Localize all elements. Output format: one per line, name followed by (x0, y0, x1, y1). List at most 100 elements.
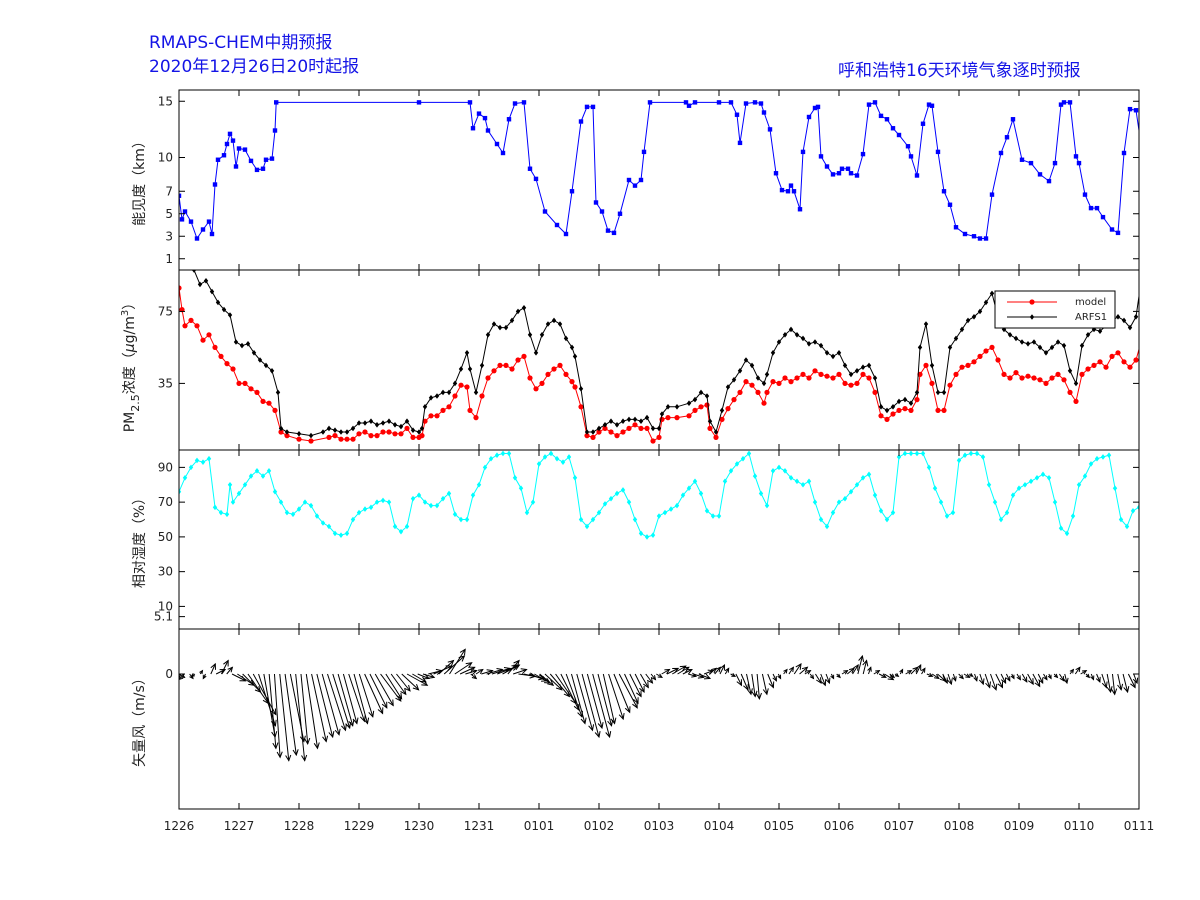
wind-arrow (1101, 673, 1107, 688)
data-point (698, 490, 704, 497)
data-point (680, 492, 686, 498)
data-point (1025, 373, 1031, 379)
data-point (503, 362, 509, 368)
data-point (485, 128, 491, 133)
wind-arrow (634, 673, 645, 693)
wind-arrow (273, 673, 281, 758)
data-point (842, 362, 848, 369)
data-point (326, 425, 332, 432)
data-point (815, 104, 821, 110)
data-point (503, 324, 509, 331)
data-point (563, 231, 569, 237)
wind-arrowhead (657, 673, 663, 678)
data-point (458, 366, 464, 372)
data-point (221, 306, 227, 313)
data-point (614, 490, 620, 497)
wind-arrowhead (777, 674, 782, 680)
y-axis-label-pm25: PM2.5浓度（μg/m3） (120, 296, 142, 433)
data-point (929, 362, 935, 369)
data-point (1173, 194, 1177, 198)
data-point (530, 499, 536, 505)
wind-arrow (465, 670, 477, 675)
data-point (650, 532, 656, 538)
x-tick-label: 1226 (164, 819, 195, 833)
data-point (404, 523, 410, 530)
wind-arrowhead (1095, 676, 1101, 683)
wind-arrowhead (471, 674, 478, 680)
data-point (248, 386, 254, 392)
wind-arrowhead (651, 675, 657, 681)
y-axis-label-wind: 矢量风（m/s） (132, 671, 148, 767)
data-point (686, 103, 692, 108)
data-point (500, 450, 506, 457)
chart-title-line1: RMAPS-CHEM中期预报 (149, 33, 333, 53)
data-point (770, 468, 776, 474)
data-point (350, 516, 356, 523)
data-point (698, 389, 704, 396)
data-point (584, 523, 590, 530)
data-point (512, 101, 518, 106)
data-point (617, 211, 623, 216)
data-point (1179, 520, 1183, 526)
wind-arrow (1064, 673, 1068, 684)
data-point (710, 513, 716, 519)
wind-arrow (549, 673, 570, 697)
data-point (977, 353, 983, 359)
data-point (866, 471, 872, 478)
data-point (692, 407, 698, 413)
wind-arrow (1021, 673, 1028, 683)
data-point (569, 344, 575, 351)
data-point (959, 364, 965, 370)
wind-arrow (857, 655, 863, 675)
data-point (515, 357, 521, 363)
x-tick-label: 0109 (1004, 819, 1035, 833)
data-point (548, 450, 554, 457)
data-point (368, 504, 374, 511)
data-point (1179, 201, 1183, 205)
data-point (452, 393, 458, 399)
wind-arrow (486, 669, 503, 675)
wind-arrow (618, 673, 638, 708)
data-point (1007, 375, 1013, 381)
data-point (890, 509, 896, 516)
data-point (1121, 150, 1127, 156)
data-point (668, 506, 674, 512)
data-point (995, 357, 1001, 363)
data-point (1073, 398, 1079, 404)
data-point (233, 164, 239, 169)
data-point (713, 434, 719, 440)
data-point (884, 407, 890, 414)
data-point (644, 534, 650, 540)
data-point (839, 166, 845, 171)
data-point (1058, 102, 1064, 107)
wind-arrowhead (973, 676, 978, 682)
data-point (539, 380, 545, 386)
data-point (518, 485, 524, 492)
data-point (788, 326, 794, 333)
data-point (938, 499, 944, 505)
data-point (704, 393, 710, 399)
wind-arrowhead (881, 673, 887, 678)
wind-arrow (1096, 673, 1101, 683)
data-point (1181, 318, 1186, 323)
wind-arrowhead (679, 665, 687, 672)
wind-arrow (295, 673, 306, 761)
data-point (641, 149, 647, 155)
data-point (824, 523, 830, 530)
data-point (632, 422, 638, 428)
data-point (908, 450, 914, 457)
data-point (746, 450, 752, 457)
data-point (572, 353, 578, 360)
data-point (482, 115, 488, 121)
wind-arrowhead (465, 662, 473, 669)
data-point (212, 182, 218, 187)
data-point (446, 389, 452, 396)
wind-arrowhead (928, 672, 934, 677)
data-point (1145, 339, 1150, 344)
data-point (884, 416, 890, 422)
data-point (659, 411, 665, 417)
data-point (419, 425, 425, 432)
wind-arrowhead (1053, 673, 1059, 679)
series-line (179, 101, 1139, 240)
wind-arrow (305, 673, 319, 749)
